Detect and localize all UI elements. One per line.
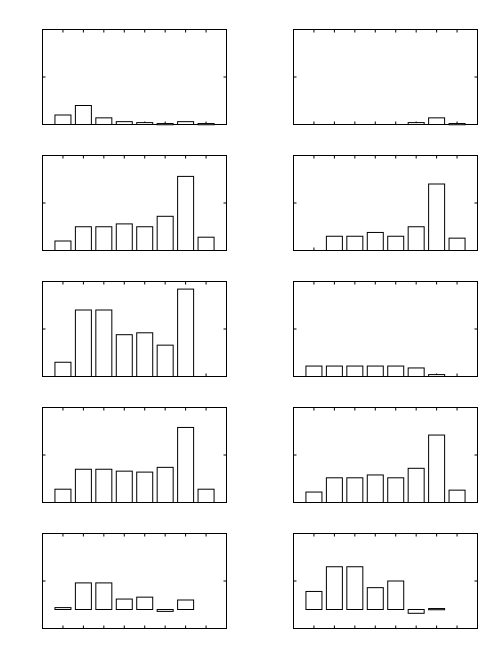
bar [346, 365, 364, 377]
subplot-5 [42, 281, 227, 378]
axes-frame [293, 29, 478, 125]
bar [177, 288, 195, 378]
axes-frame [293, 155, 478, 251]
bar [407, 122, 425, 125]
bar [197, 236, 215, 251]
bar [95, 309, 113, 377]
bar [305, 365, 323, 377]
bar [387, 365, 405, 377]
bar [305, 590, 323, 611]
subplot-2 [293, 29, 478, 126]
bar [95, 117, 113, 125]
bar [95, 582, 113, 611]
bar [325, 365, 343, 377]
bar [115, 223, 133, 251]
bar [305, 491, 323, 503]
bar [136, 226, 154, 251]
bar [366, 231, 384, 251]
bar [74, 226, 92, 251]
bar [156, 609, 174, 612]
bar [325, 477, 343, 503]
bar [177, 426, 195, 504]
bar [54, 488, 72, 504]
bar [366, 474, 384, 504]
subplot-3 [42, 155, 227, 252]
bar [136, 122, 154, 125]
bar [74, 309, 92, 377]
bar [115, 121, 133, 126]
bar [54, 114, 72, 125]
bar [448, 237, 466, 251]
bar [366, 587, 384, 611]
bar [325, 235, 343, 251]
subplot-10 [293, 533, 478, 629]
bar [74, 468, 92, 503]
axes-frame [42, 29, 227, 125]
bar [407, 467, 425, 503]
subplot-4 [293, 155, 478, 251]
bar [428, 374, 446, 378]
subplot-8 [293, 407, 478, 504]
bar [54, 240, 72, 251]
bar [54, 607, 72, 610]
bar [387, 235, 405, 251]
bar [95, 468, 113, 503]
bar [407, 367, 425, 378]
bar [156, 123, 174, 126]
bar [177, 175, 195, 251]
bar [325, 566, 343, 610]
bar [156, 466, 174, 504]
bar [115, 598, 133, 610]
subplot-6 [293, 281, 478, 378]
axes-frame [293, 281, 478, 377]
axes-frame [293, 407, 478, 503]
bar [428, 608, 446, 611]
subplot-7 [42, 407, 227, 504]
bar [177, 599, 195, 610]
bar [428, 183, 446, 251]
bar [387, 580, 405, 610]
bar [448, 123, 466, 126]
bar [74, 105, 92, 125]
bar [346, 235, 364, 251]
bar [346, 566, 364, 610]
bar [115, 334, 133, 378]
axes-frame [42, 155, 227, 251]
bar [448, 489, 466, 503]
bar [387, 477, 405, 503]
bar [136, 596, 154, 611]
bar [156, 215, 174, 252]
bar [366, 365, 384, 377]
subplot-9 [42, 533, 227, 629]
subplot-1 [42, 29, 227, 126]
bar [428, 434, 446, 503]
axes-frame [293, 533, 478, 629]
axes-frame [42, 407, 227, 503]
axes-frame [42, 533, 227, 629]
bar [428, 117, 446, 125]
bar [346, 477, 364, 503]
bar [54, 361, 72, 377]
bar [407, 226, 425, 251]
bar [74, 582, 92, 611]
bar [156, 344, 174, 377]
bar [136, 471, 154, 504]
bar [177, 121, 195, 126]
bar [407, 609, 425, 614]
bar [197, 488, 215, 504]
bar [197, 123, 215, 126]
bar [95, 226, 113, 251]
bar [115, 470, 133, 503]
bar [136, 332, 154, 377]
